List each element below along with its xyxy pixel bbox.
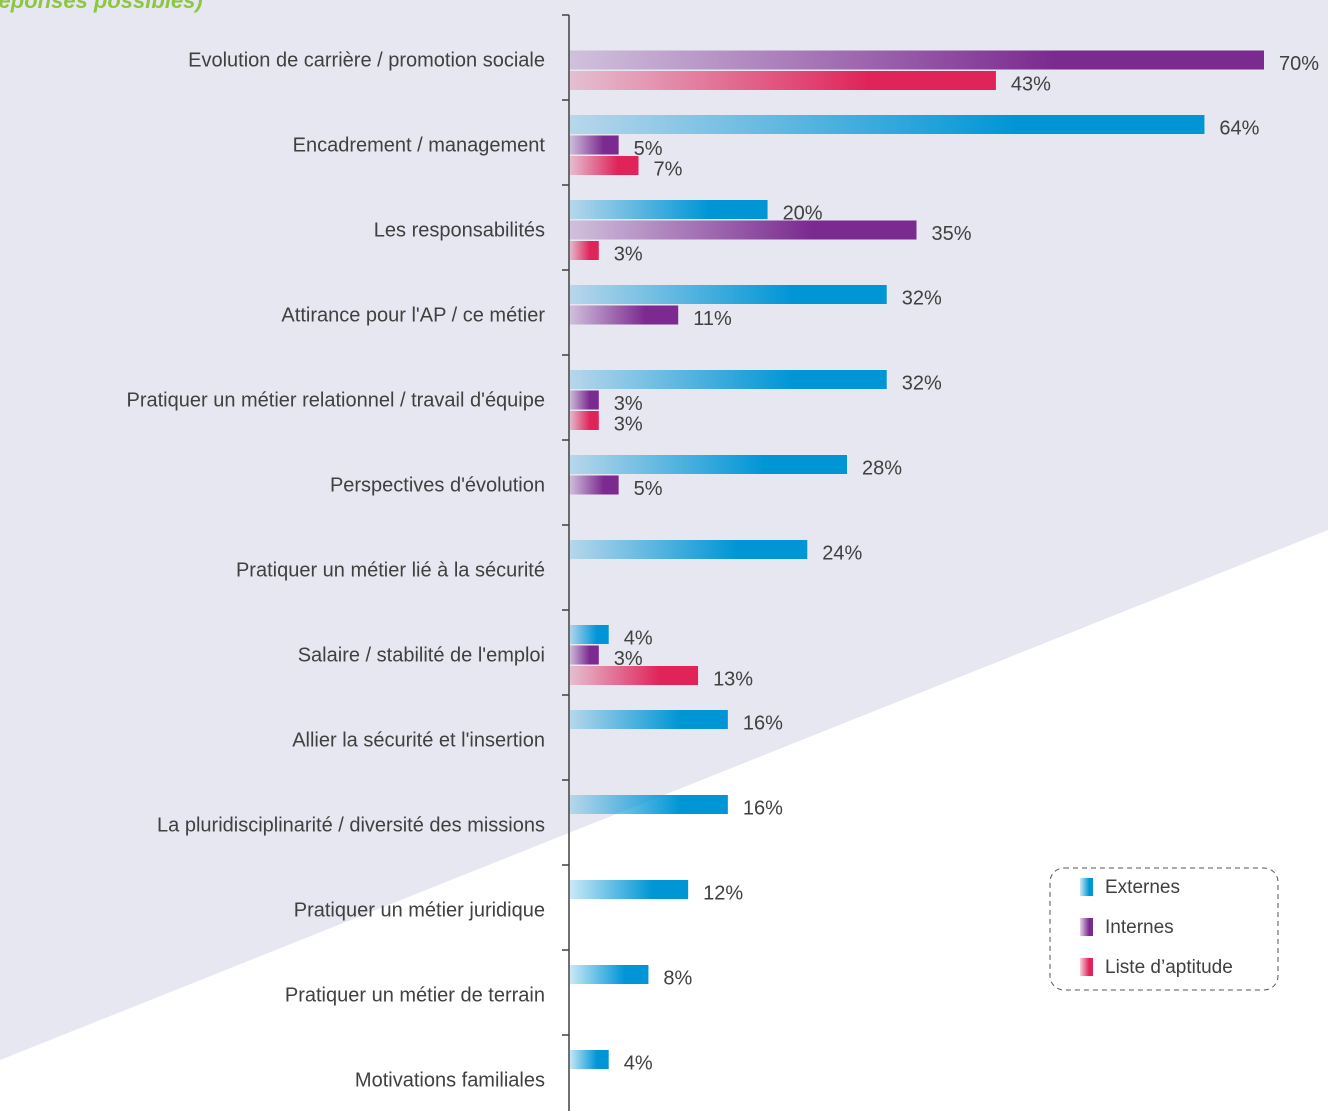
category-label: Encadrement / management [293,134,546,156]
bar [569,965,648,984]
category-label: Pratiquer un métier relationnel / travai… [127,389,546,411]
category-label: Attirance pour l'AP / ce métier [281,304,545,326]
value-label: 4% [624,1052,653,1074]
category-label: La pluridisciplinarité / diversité des m… [157,814,545,836]
legend-label: Externes [1105,877,1180,898]
value-label: 35% [932,223,972,245]
value-label: 5% [634,478,663,500]
category-label: Allier la sécurité et l'insertion [292,729,545,751]
bar [569,476,619,495]
category-label: Pratiquer un métier juridique [294,899,545,921]
value-label: 7% [654,158,683,180]
category-label: Perspectives d'évolution [330,474,545,496]
category-label: Salaire / stabilité de l'emploi [298,644,545,666]
value-label: 43% [1011,73,1051,95]
bar [569,1050,609,1069]
legend-label: Internes [1105,917,1174,938]
bar [569,115,1204,134]
bar [569,200,768,219]
value-label: 70% [1279,53,1319,75]
bar [569,455,847,474]
bar [569,411,599,430]
value-label: 3% [614,413,643,435]
value-label: 12% [703,882,743,904]
value-label: 28% [862,457,902,479]
bar [569,370,887,389]
value-label: 11% [693,308,732,330]
category-label: Evolution de carrière / promotion social… [188,49,545,71]
value-label: 24% [822,542,862,564]
bar [569,710,728,729]
bar [569,221,917,240]
value-label: 3% [614,243,643,265]
bar [569,540,807,559]
legend-swatch [1080,958,1093,976]
legend-label: Liste d’aptitude [1105,957,1233,978]
category-label: Pratiquer un métier lié à la sécurité [236,559,545,581]
bar [569,156,639,175]
bar [569,71,996,90]
legend-swatch [1080,918,1093,936]
bar [569,306,678,325]
value-label: 3% [614,393,643,415]
value-label: 32% [902,287,942,309]
value-label: 13% [713,668,753,690]
category-label: Motivations familiales [355,1069,545,1091]
legend-swatch [1080,878,1093,896]
value-label: 16% [743,797,783,819]
bar [569,666,698,685]
category-label: Les responsabilités [374,219,545,241]
bar [569,241,599,260]
value-label: 4% [624,627,653,649]
value-label: 64% [1219,117,1259,139]
bar [569,795,728,814]
value-label: 16% [743,712,783,734]
value-label: 8% [663,967,692,989]
bar [569,391,599,410]
bar [569,285,887,304]
bar [569,51,1264,70]
chart: réponses possibles) Evolution de carrièr… [0,0,1328,1111]
bar [569,880,688,899]
chart-title: réponses possibles) [0,0,203,13]
category-label: Pratiquer un métier de terrain [285,984,545,1006]
bar [569,646,599,665]
bar [569,136,619,155]
bar [569,625,609,644]
value-label: 32% [902,372,942,394]
